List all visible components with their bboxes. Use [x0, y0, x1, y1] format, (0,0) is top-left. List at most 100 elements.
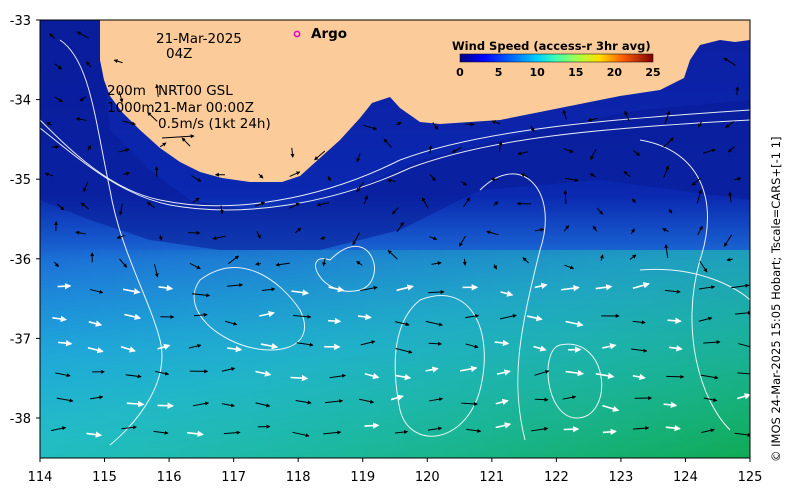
wind-arrow: [691, 177, 701, 186]
wind-arrow: [623, 171, 631, 178]
wind-arrow: [465, 343, 479, 349]
wind-arrow: [158, 284, 174, 292]
lon-tick-label: 117: [221, 470, 246, 485]
wind-arrow: [390, 394, 404, 401]
wind-arrow: [461, 181, 468, 186]
wind-arrow: [87, 144, 92, 151]
wind-arrow: [496, 369, 511, 376]
wind-arrow: [495, 422, 512, 429]
wind-arrow: [737, 393, 750, 400]
wind-arrow: [260, 342, 279, 350]
wind-arrow: [428, 341, 443, 346]
wind-arrow: [46, 121, 52, 126]
wind-arrow: [561, 285, 580, 292]
wind-arrow: [219, 205, 224, 215]
wind-arrow: [87, 346, 104, 354]
wind-arrow: [703, 340, 721, 345]
wind-arrow: [121, 425, 137, 430]
wind-arrow: [664, 243, 669, 259]
wind-arrow: [122, 120, 136, 126]
wind-arrow: [562, 395, 577, 400]
wind-arrow: [76, 31, 89, 39]
wind-arrow: [463, 197, 471, 208]
lon-tick-label: 116: [157, 470, 182, 485]
wind-arrow: [702, 148, 716, 154]
wind-arrow: [632, 149, 641, 157]
wind-arrow: [493, 264, 497, 270]
lon-tick-label: 122: [544, 470, 569, 485]
temperature-contours: [40, 39, 750, 446]
wind-arrow: [356, 181, 365, 193]
wind-arrow: [624, 110, 630, 122]
wind-arrow: [327, 176, 332, 182]
wind-arrow: [275, 262, 290, 267]
wind-arrow: [53, 261, 59, 268]
wind-arrow: [352, 232, 360, 246]
wind-arrow: [293, 314, 312, 319]
wind-arrow: [630, 228, 635, 235]
lon-tick-label: 123: [608, 470, 633, 485]
wind-arrow: [631, 198, 637, 204]
wind-arrow: [495, 398, 509, 406]
wind-arrow: [221, 403, 235, 408]
wind-arrow: [494, 339, 510, 347]
lon-tick-label: 121: [479, 470, 504, 485]
wind-arrow: [295, 399, 312, 405]
wind-arrow: [703, 397, 718, 402]
wind-arrow: [632, 373, 646, 381]
plot-frame: [39, 19, 751, 459]
colorbar-tick-label: 20: [607, 66, 623, 79]
wind-arrow: [320, 236, 326, 240]
wind-arrow: [54, 96, 64, 103]
wind-arrow: [522, 257, 529, 264]
lon-tick-label: 125: [738, 470, 763, 485]
wind-arrow: [530, 125, 535, 132]
colorbar-tick-label: 10: [530, 66, 546, 79]
wind-arrow: [667, 317, 682, 324]
wind-arrow: [256, 231, 261, 239]
wind-arrow: [90, 395, 104, 400]
wind-arrow: [291, 289, 309, 296]
wind-arrow: [698, 316, 713, 322]
lat-tick-label: -38: [10, 412, 31, 427]
wind-arrow: [327, 317, 342, 325]
wind-arrow: [54, 63, 63, 70]
wind-arrow: [565, 320, 584, 328]
wind-arrow: [632, 426, 650, 431]
wind-arrow: [227, 255, 240, 265]
lat-tick-label: -35: [10, 173, 31, 188]
wind-arrow: [563, 225, 570, 232]
wind-arrow: [735, 310, 750, 315]
wind-arrow: [255, 402, 271, 408]
wind-arrow: [88, 320, 103, 327]
wind-arrow: [491, 120, 501, 125]
lon-tick-label: 120: [415, 470, 440, 485]
wind-arrow: [226, 283, 244, 288]
scale-label: 0.5m/s (1kt 24h): [158, 116, 271, 132]
wind-arrow: [316, 202, 330, 207]
wind-arrow: [602, 428, 617, 436]
wind-arrow: [459, 235, 466, 247]
wind-arrow: [533, 345, 547, 352]
wind-arrow: [596, 207, 604, 215]
wind-arrow: [428, 144, 433, 154]
wind-arrow: [431, 261, 442, 266]
wind-arrow: [359, 398, 375, 404]
wind-arrow: [563, 148, 574, 153]
wind-arrow: [155, 83, 160, 98]
wind-arrow: [360, 285, 378, 292]
wind-arrow: [564, 264, 575, 270]
wind-arrow: [668, 208, 673, 214]
wind-arrow: [698, 285, 716, 290]
wind-arrow: [255, 201, 266, 207]
wind-arrow: [290, 147, 295, 158]
wind-arrow: [664, 289, 681, 294]
wind-arrow: [123, 171, 131, 176]
wind-arrow: [126, 400, 145, 408]
lat-tick-label: -34: [10, 94, 31, 109]
wind-arrow: [50, 426, 67, 432]
wind-arrow: [394, 321, 410, 327]
wind-arrow: [432, 122, 439, 130]
colorbar-title: Wind Speed (access-r 3hr avg): [452, 39, 651, 53]
